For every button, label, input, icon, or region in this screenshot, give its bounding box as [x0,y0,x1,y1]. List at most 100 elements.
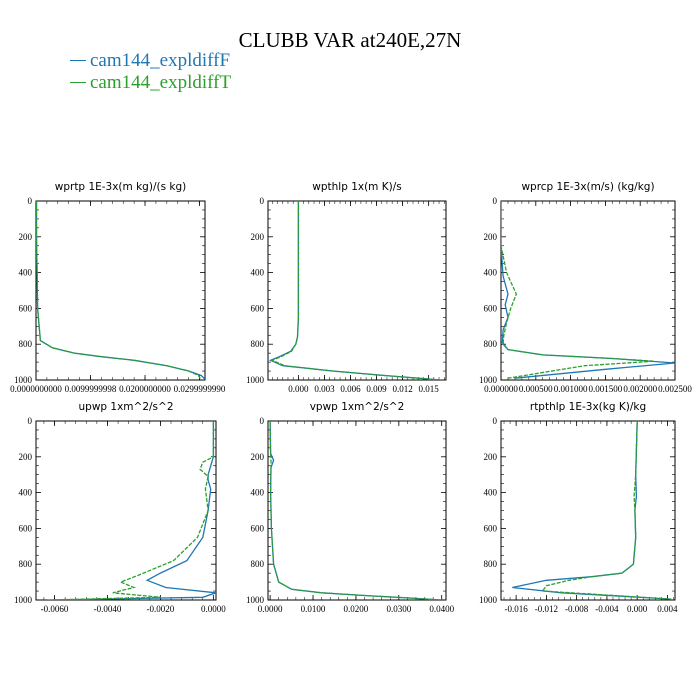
x-tick-label: 0.009 [366,384,387,394]
plot-frame [35,420,217,601]
series-line-expldiffT [541,421,672,600]
series-line-expldiffF [269,421,442,600]
y-tick-label: 200 [251,232,265,242]
x-tick-label: -0.0060 [41,604,69,614]
y-tick-label: 600 [251,303,265,313]
panel-title: upwp 1xm^2/s^2 [79,401,174,413]
series-line-expldiffF [268,201,442,380]
y-tick-label: 800 [19,559,33,569]
y-tick-label: 600 [19,303,33,313]
y-tick-label: 1000 [14,375,33,385]
legend-line-icon [70,60,86,62]
y-tick-label: 800 [251,339,265,349]
y-tick-label: 800 [484,339,498,349]
legend-item: cam144_expldiffT [70,72,231,94]
x-tick-label: 0.0000 [201,604,226,614]
y-tick-label: 400 [251,488,265,498]
series-line-expldiffF [501,201,675,379]
series-line-expldiffT [36,201,202,380]
x-tick-label: 0.0299999990 [174,384,226,394]
y-tick-label: 400 [19,488,33,498]
series-line-expldiffT [270,201,440,380]
panel-title: wprcp 1E-3x(m/s) (kg/kg) [521,181,654,193]
y-tick-label: 800 [251,559,265,569]
y-tick-label: 200 [484,452,498,462]
y-tick-label: 600 [19,523,33,533]
plot-frame [500,420,676,601]
y-tick-label: 800 [484,559,498,569]
series-line-expldiffF [512,421,672,600]
series-line-expldiffF [49,421,216,600]
plot-frame [35,200,206,381]
x-tick-label: 0.000 [288,384,309,394]
series-line-expldiffT [501,201,655,379]
chart-panel: wpthlp 1x(m K)/s 0 200 400 600 800 1000 0.000 0.… [246,181,447,394]
y-tick-label: 600 [251,523,265,533]
panel-title: rtpthlp 1E-3x(kg K)/kg [530,401,646,413]
x-tick-label: 0.006 [340,384,361,394]
x-tick-label: 0.001000 [554,384,588,394]
y-tick-label: 0 [28,416,33,426]
plot-frame [267,420,447,601]
y-tick-label: 0 [28,196,33,206]
y-tick-label: 1000 [479,595,498,605]
y-tick-label: 200 [19,232,33,242]
y-tick-label: 400 [484,488,498,498]
panel-title: vpwp 1xm^2/s^2 [310,401,405,413]
x-tick-label: 0.0100 [301,604,326,614]
y-tick-label: 400 [19,268,33,278]
y-tick-label: 200 [251,452,265,462]
y-tick-label: 1000 [479,375,498,385]
x-tick-label: 0.0400 [429,604,454,614]
panel-title: wpthlp 1x(m K)/s [312,181,402,193]
x-tick-label: 0.015 [419,384,440,394]
x-tick-label: 0.0099999998 [65,384,117,394]
y-tick-label: 200 [484,232,498,242]
series-line-expldiffF [36,201,205,380]
series-line-expldiffT [269,421,442,600]
chart-panel: wprtp 1E-3x(m kg)/(s kg) 0 200 400 600 800 100… [10,181,226,394]
x-tick-label: 0.001500 [589,384,623,394]
x-tick-label: -0.004 [595,604,619,614]
x-tick-label: 0.0000 [258,604,283,614]
chart-panel: wprcp 1E-3x(m/s) (kg/kg) 0 200 400 600 800 100… [479,181,692,394]
x-tick-label: 0.000500 [519,384,553,394]
x-tick-label: -0.016 [505,604,529,614]
x-tick-label: 0.002500 [658,384,692,394]
x-tick-label: 0.012 [392,384,412,394]
x-tick-label: 0.003 [314,384,335,394]
y-tick-label: 400 [484,268,498,278]
x-tick-label: 0.004 [657,604,678,614]
y-tick-label: 0 [493,416,498,426]
y-tick-label: 800 [19,339,33,349]
y-tick-label: 0 [260,416,265,426]
x-tick-label: 0.000 [627,604,648,614]
x-tick-label: -0.0020 [147,604,175,614]
x-tick-label: 0.0200000000 [119,384,171,394]
y-tick-label: 1000 [246,375,265,385]
y-tick-label: 0 [260,196,265,206]
x-tick-label: -0.0040 [94,604,122,614]
x-tick-label: 0.0300 [386,604,411,614]
page-title: CLUBB VAR at240E,27N [238,28,462,52]
series-line-expldiffT [46,421,215,600]
y-tick-label: 1000 [14,595,33,605]
legend-line-icon [70,82,86,84]
y-tick-label: 1000 [246,595,265,605]
plot-frame [267,200,447,381]
x-tick-label: 0.000000 [484,384,518,394]
y-tick-label: 600 [484,303,498,313]
panel-title: wprtp 1E-3x(m kg)/(s kg) [55,181,186,193]
chart-panel: upwp 1xm^2/s^2 0 200 400 600 800 1000 -0.0060 -0… [14,401,226,614]
x-tick-label: 0.0000000000 [10,384,62,394]
y-tick-label: 600 [484,523,498,533]
x-tick-label: -0.008 [565,604,589,614]
legend-label: cam144_expldiffF [90,50,231,71]
x-tick-label: -0.012 [535,604,558,614]
legend-item: cam144_expldiffF [70,50,230,72]
x-tick-label: 0.002000 [623,384,657,394]
legend-label: cam144_expldiffT [90,72,232,93]
y-tick-label: 200 [19,452,33,462]
